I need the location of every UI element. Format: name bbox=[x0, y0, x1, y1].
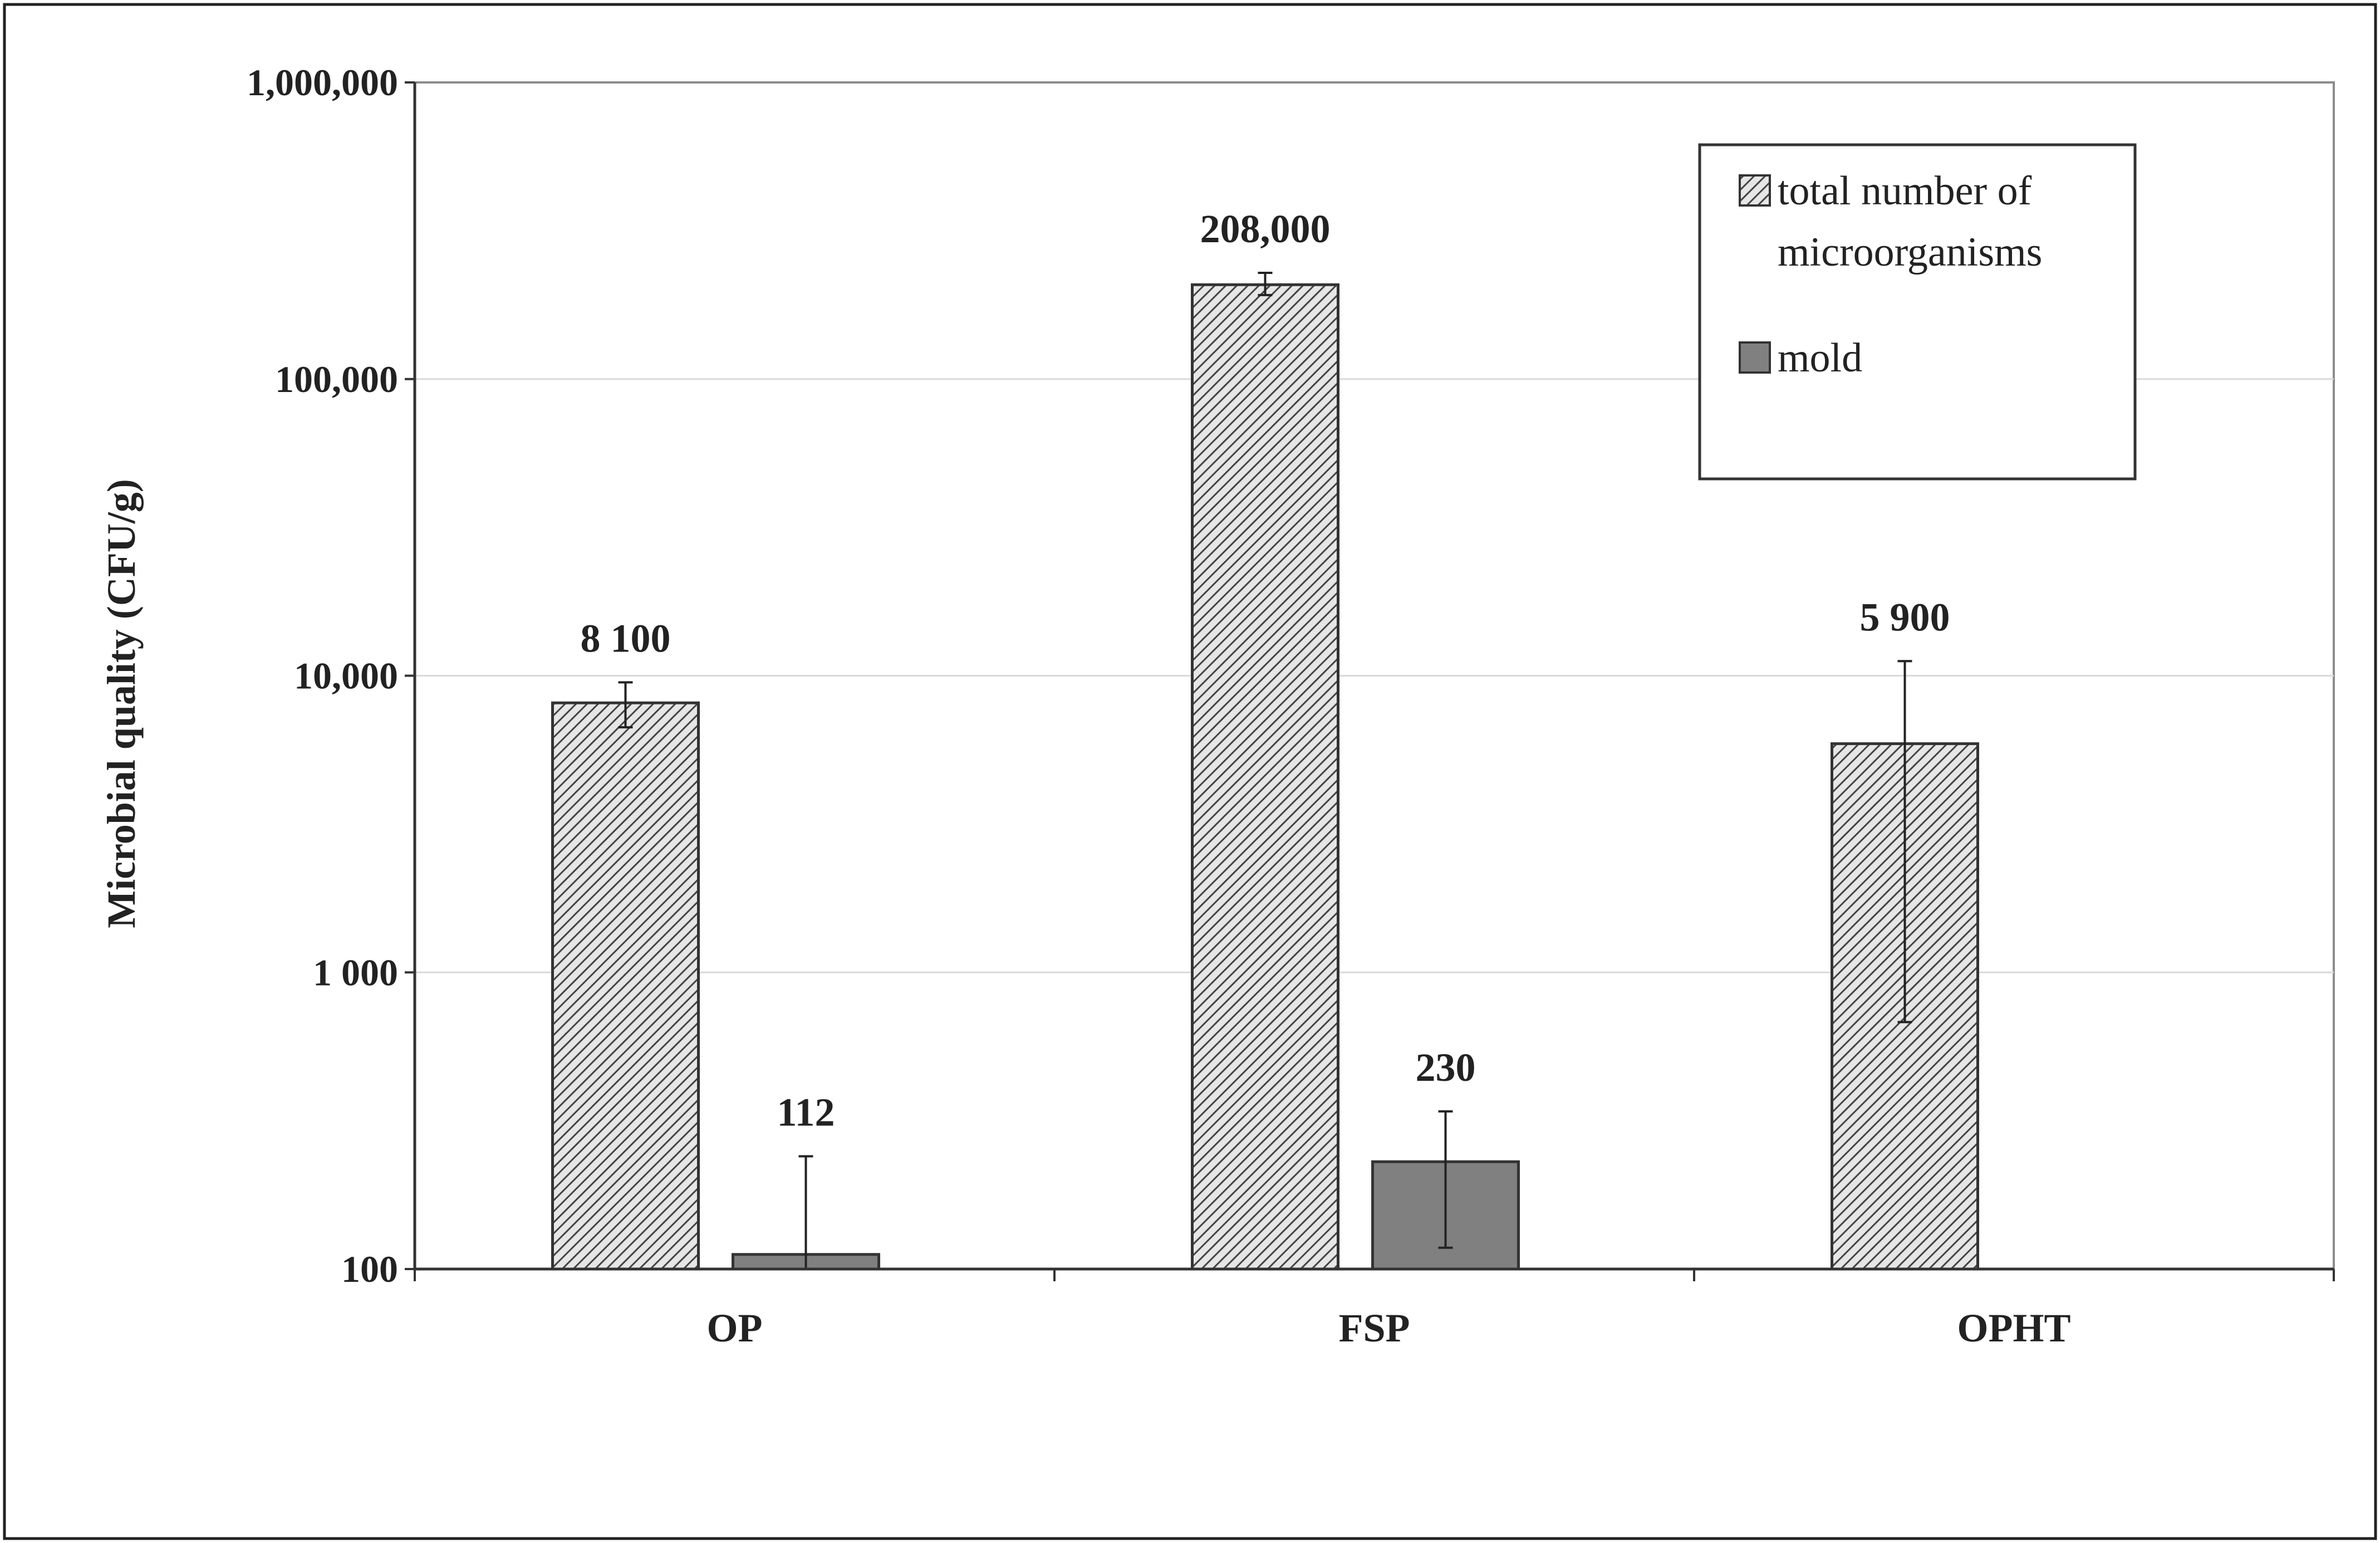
bar-fsp-total bbox=[1191, 283, 1339, 1271]
legend-swatch-mold bbox=[1739, 341, 1771, 374]
y-axis-title: Microbial quality (CFU/g) bbox=[99, 479, 144, 928]
data-label: 208,000 bbox=[1200, 207, 1331, 251]
y-tick-label: 100,000 bbox=[275, 358, 398, 400]
legend-box bbox=[1698, 143, 2137, 481]
data-label: 8 100 bbox=[581, 616, 671, 660]
x-tick-label: OPHT bbox=[1957, 1306, 2070, 1350]
y-tick-label: 1 000 bbox=[313, 951, 398, 993]
legend-label: total number of bbox=[1778, 168, 2032, 214]
bar-op-total bbox=[551, 701, 700, 1271]
data-label: 112 bbox=[777, 1090, 835, 1134]
y-tick-label: 100 bbox=[341, 1248, 398, 1290]
x-tick-label: FSP bbox=[1338, 1306, 1410, 1350]
x-tick-label: OP bbox=[707, 1306, 763, 1350]
data-label: 5 900 bbox=[1860, 595, 1950, 639]
image-border bbox=[3, 3, 2377, 1540]
y-tick-label: 1,000,000 bbox=[247, 61, 398, 104]
legend-swatch-total bbox=[1739, 174, 1771, 207]
y-tick-label: 10,000 bbox=[294, 655, 398, 697]
legend-label: mold bbox=[1778, 335, 1862, 381]
legend-label: microorganisms bbox=[1778, 229, 2042, 275]
data-label: 230 bbox=[1416, 1045, 1476, 1090]
